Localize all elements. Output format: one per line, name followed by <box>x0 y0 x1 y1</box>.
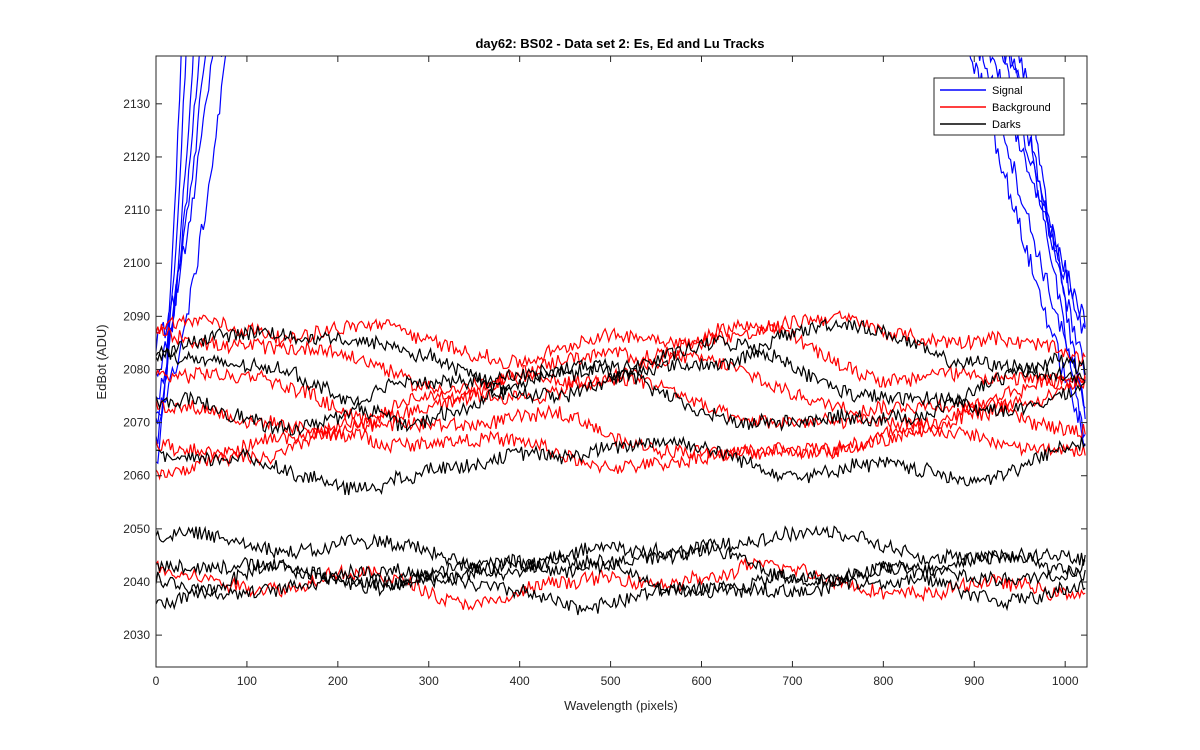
x-tick-label: 800 <box>873 674 893 688</box>
x-axis-label: Wavelength (pixels) <box>564 698 678 713</box>
y-tick-label: 2090 <box>123 309 150 323</box>
series-darks-14 <box>156 318 1086 405</box>
plot-area <box>156 56 1087 667</box>
series-background-13 <box>156 556 1086 611</box>
series-darks-15 <box>156 334 1086 433</box>
x-tick-label: 100 <box>237 674 257 688</box>
legend-label-signal: Signal <box>992 85 1023 97</box>
y-axis-label: EdBot (ADU) <box>94 324 109 399</box>
x-tick-label: 600 <box>691 674 711 688</box>
series-background-9 <box>156 349 1086 425</box>
series-background-8 <box>156 318 1086 395</box>
chart-title: day62: BS02 - Data set 2: Es, Ed and Lu … <box>475 36 764 51</box>
y-tick-label: 2110 <box>124 203 150 217</box>
legend: Signal Background Darks <box>933 77 1065 136</box>
series-darks-20 <box>156 549 1086 601</box>
x-tick-label: 700 <box>782 674 802 688</box>
legend-label-background: Background <box>992 102 1051 114</box>
series-darks-18 <box>156 525 1086 582</box>
series-background-7 <box>156 310 1086 370</box>
y-tick-label: 2030 <box>123 628 150 642</box>
x-tick-label: 300 <box>419 674 439 688</box>
series-background-12 <box>156 424 1086 481</box>
series-background-10 <box>156 372 1086 441</box>
y-tick-label: 2080 <box>123 362 150 376</box>
x-tick-label: 400 <box>510 674 530 688</box>
x-tick-label: 500 <box>601 674 621 688</box>
y-tick-label: 2070 <box>123 416 150 430</box>
x-tick-label: 0 <box>153 674 160 688</box>
x-tick-label: 1000 <box>1052 674 1079 688</box>
y-tick-label: 2060 <box>123 469 150 483</box>
series-darks-21 <box>156 559 1086 616</box>
series-layer <box>156 56 1086 616</box>
series-darks-16 <box>156 352 1086 436</box>
y-tick-label: 2040 <box>123 575 150 589</box>
legend-label-darks: Darks <box>992 119 1021 131</box>
y-tick-label: 2100 <box>123 256 150 270</box>
x-tick-label: 200 <box>328 674 348 688</box>
y-tick-label: 2050 <box>123 522 150 536</box>
series-darks-17 <box>156 435 1086 496</box>
axes-layer: 0 100 200 300 400 500 600 700 800 900 1000 2030 2040… <box>123 55 1088 688</box>
y-tick-label: 2130 <box>123 97 150 111</box>
y-tick-label: 2120 <box>123 150 150 164</box>
x-tick-label: 900 <box>964 674 984 688</box>
plot-frame <box>155 55 1088 668</box>
